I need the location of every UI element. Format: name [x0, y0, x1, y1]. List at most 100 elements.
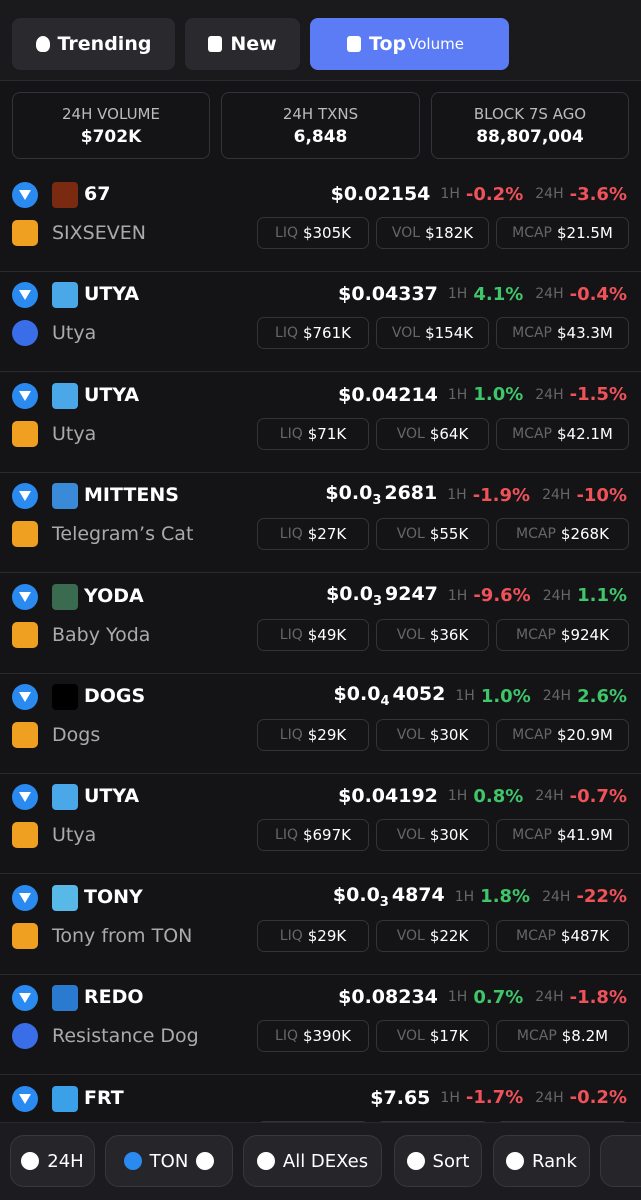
token-name: Baby Yoda — [52, 623, 151, 646]
dex-icon — [12, 521, 38, 548]
chain-glyph — [19, 491, 31, 502]
filter-button[interactable]: Sort — [394, 1135, 482, 1187]
mcap-label: MCAP — [512, 827, 552, 844]
token-name: Dogs — [52, 724, 101, 746]
stat-box: BLOCK 7S AGO 88,807,004 — [431, 92, 629, 159]
tab-icon — [35, 36, 50, 52]
mcap-value: $8.2M — [561, 1027, 609, 1046]
vol-pill: VOL $22K — [376, 919, 489, 952]
liq-pill: LIQ $761K — [257, 317, 369, 350]
filter-label: Sort — [432, 1150, 470, 1172]
price-line: $0.08234 1H 0.7% 24H -1.8% — [338, 984, 627, 1010]
filter-button[interactable]: Rank — [493, 1135, 590, 1187]
chain-icon — [12, 182, 38, 208]
token-row[interactable]: MITTENS Telegram’s Cat $0.03 2681 1H -1.9% 24H… — [0, 473, 641, 574]
vol-label: VOL — [396, 727, 425, 743]
vol-pill: VOL $64K — [376, 417, 489, 450]
label-24h: 24H — [542, 888, 571, 905]
chain-icon — [12, 382, 38, 409]
mcap-label: MCAP — [512, 325, 552, 342]
mcap-value: $42.1M — [556, 424, 613, 443]
label-1h: 1H — [454, 888, 475, 905]
dex-icon — [12, 1023, 38, 1050]
filter-button[interactable]: TON — [105, 1135, 233, 1187]
liq-label: LIQ — [275, 827, 298, 844]
change-1h: -1.7% — [465, 1087, 524, 1109]
chain-icon — [12, 884, 38, 911]
tab-icon — [208, 36, 223, 52]
vol-value: $36K — [429, 625, 469, 644]
price-line: $0.02154 1H -0.2% 24H -3.6% — [331, 181, 627, 207]
change-1h: 1.8% — [480, 886, 531, 908]
token-symbol: YODA — [84, 584, 144, 607]
token-row[interactable]: UTYA Utya $0.04214 1H 1.0% 24H -1.5% LIQ $71K VOL… — [0, 373, 641, 473]
mcap-pill: MCAP $268K — [496, 518, 629, 551]
change-24h: -1.5% — [569, 384, 627, 406]
mcap-label: MCAP — [516, 927, 556, 944]
change-1h: 1.0% — [473, 384, 524, 406]
mcap-label: MCAP — [512, 225, 552, 241]
vol-value: $55K — [429, 525, 469, 544]
liq-value: $390K — [302, 1027, 351, 1046]
token-row[interactable]: DOGS Dogs $0.04 4052 1H 1.0% 24H 2.6% LIQ $29K VOL… — [0, 674, 641, 774]
token-symbol: MITTENS — [84, 484, 179, 507]
filter-button[interactable]: All DEXes — [243, 1135, 382, 1187]
liq-value: $71K — [307, 424, 347, 443]
token-row[interactable]: YODA Baby Yoda $0.03 9247 1H -9.6% 24H 1.1% LIQ $… — [0, 574, 641, 674]
price-line: $0.03 9247 1H -9.6% 24H 1.1% — [326, 583, 627, 609]
chain-icon — [12, 483, 38, 510]
token-avatar — [52, 382, 78, 409]
tab-button[interactable]: New — [185, 18, 300, 70]
token-symbol: 67 — [84, 183, 111, 205]
liq-pill: LIQ $29K — [257, 719, 369, 751]
liq-value: $49K — [307, 625, 347, 644]
token-symbol: UTYA — [84, 383, 140, 406]
filter-button[interactable]: 24H — [10, 1135, 95, 1187]
mcap-value: $41.9M — [556, 826, 613, 845]
token-row[interactable]: UTYA Utya $0.04192 1H 0.8% 24H -0.7% LIQ $697K VO… — [0, 774, 641, 875]
liq-label: LIQ — [279, 425, 303, 442]
price-lead: $0.0 — [333, 683, 381, 706]
stats-pills: LIQ $390K VOL $17K MCAP $8.2M — [257, 1020, 629, 1053]
token-row[interactable]: TONY Tony from TON $0.03 4874 1H 1.8% 24H -22% L… — [0, 875, 641, 975]
price-line: $0.04 4052 1H 1.0% 24H 2.6% — [334, 683, 627, 709]
liq-pill: LIQ $27K — [257, 518, 369, 551]
token-row[interactable]: UTYA Utya $0.04337 1H 4.1% 24H -0.4% LIQ $761K VO… — [0, 272, 641, 373]
vol-label: VOL — [396, 927, 425, 944]
liq-pill: LIQ $49K — [257, 618, 369, 651]
price: $7.65 — [370, 1086, 431, 1109]
price-tail: 4052 — [392, 683, 446, 706]
change-24h: -0.2% — [569, 1087, 627, 1109]
tab-button[interactable]: Top Volume — [310, 18, 509, 70]
token-row[interactable]: REDO Resistance Dog $0.08234 1H 0.7% 24H -1.8%… — [0, 975, 641, 1076]
stats-pills: LIQ $761K VOL $154K MCAP $43.3M — [257, 317, 629, 350]
filter-label: All DEXes — [282, 1150, 369, 1172]
change-1h: -1.9% — [472, 484, 531, 506]
filter-label: TON — [149, 1150, 189, 1172]
label-24h: 24H — [542, 587, 572, 604]
dex-icon — [12, 621, 38, 648]
vol-label: VOL — [396, 1028, 425, 1045]
mcap-value: $21.5M — [556, 224, 613, 242]
liq-value: $305K — [302, 224, 351, 242]
vol-label: VOL — [396, 626, 425, 643]
price: $0.03 4874 — [333, 884, 445, 910]
token-symbol: DOGS — [84, 685, 146, 707]
label-1h: 1H — [447, 386, 468, 403]
token-avatar — [52, 282, 78, 309]
tab-button[interactable]: Trending — [12, 18, 175, 70]
filter-bar: 24H TON All DEXes Sort Rank — [0, 1122, 641, 1200]
token-symbol: TONY — [84, 885, 143, 908]
price: $0.08234 — [338, 986, 438, 1009]
stats-pills: LIQ $697K VOL $30K MCAP $41.9M — [257, 819, 629, 852]
token-row[interactable]: 67 SIXSEVEN $0.02154 1H -0.2% 24H -3.6% LIQ $305… — [0, 172, 641, 272]
dex-icon — [12, 420, 38, 447]
chain-glyph — [19, 591, 31, 602]
vol-value: $154K — [425, 324, 474, 343]
label-24h: 24H — [535, 1089, 564, 1106]
filter-button[interactable] — [600, 1135, 641, 1187]
change-24h: -22% — [576, 886, 627, 908]
chain-glyph — [19, 792, 31, 803]
change-1h: 4.1% — [473, 283, 524, 305]
filter-icon — [21, 1152, 40, 1170]
